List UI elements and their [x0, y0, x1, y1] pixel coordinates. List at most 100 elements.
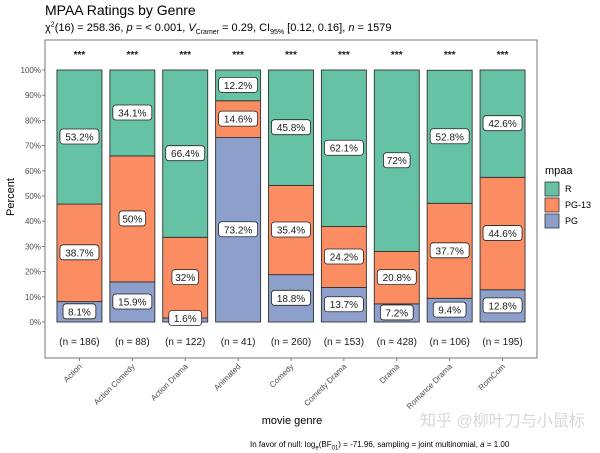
segment-label-text: 73.2% — [224, 225, 252, 236]
segment-label: 12.8% — [482, 297, 523, 314]
count-label: (n = 88) — [115, 337, 150, 348]
segment-label: 14.6% — [218, 110, 259, 127]
count-label: (n = 153) — [324, 337, 364, 348]
y-tick-label: 40% — [25, 217, 41, 226]
segment-label-box — [429, 242, 470, 259]
segment-label-text: 1.6% — [174, 314, 197, 325]
segment-label: 45.8% — [271, 119, 311, 136]
segment-label: 8.1% — [62, 303, 97, 320]
segment-label: 24.2% — [323, 248, 364, 265]
y-tick-label: 10% — [25, 293, 41, 302]
n-symbol: n — [348, 22, 355, 34]
segment-label: 50% — [118, 210, 147, 227]
segment-label-text: 62.1% — [330, 144, 358, 155]
caption-log-sub: e — [315, 445, 319, 452]
segment-label: 37.7% — [429, 242, 470, 259]
segment-label-box — [323, 139, 364, 156]
caption-mid: (BF — [318, 440, 332, 449]
segment-label-text: 44.6% — [488, 229, 516, 240]
segment-label-box — [376, 269, 417, 286]
x-tick-label: Action Drama — [149, 362, 190, 403]
segment-label-text: 53.2% — [65, 133, 93, 144]
segment-label: 32% — [171, 269, 199, 286]
segment-label-box — [62, 303, 97, 320]
segment-label-text: 15.9% — [118, 297, 146, 308]
segment-label-box — [218, 110, 259, 127]
significance-label: *** — [338, 50, 350, 61]
n-value: = 1579 — [354, 22, 392, 34]
segment-label: 18.8% — [271, 289, 311, 306]
ci-value: [0.12, 0.16], — [284, 22, 349, 34]
segment-label-text: 35.4% — [277, 226, 305, 237]
chart-title: MPAA Ratings by Genre — [45, 2, 196, 18]
segment-label: 1.6% — [168, 310, 203, 326]
caption-a-symbol: a — [480, 440, 485, 449]
y-tick-label: 100% — [21, 66, 41, 75]
count-label: (n = 428) — [377, 337, 417, 348]
segment-label: 13.7% — [323, 296, 364, 313]
segment-label-text: 32% — [175, 273, 195, 284]
x-tick-label: Comedy Drama — [302, 362, 348, 408]
segment-label-box — [168, 310, 203, 326]
segment-label: 72% — [383, 152, 411, 169]
segment-label-text: 20.8% — [383, 273, 411, 284]
segment-label: 66.4% — [165, 145, 206, 162]
p-symbol: p — [126, 22, 133, 34]
segment-label-box — [59, 128, 100, 145]
segment-label-text: 13.7% — [330, 300, 358, 311]
x-tick-label: Action Comedy — [92, 362, 137, 407]
y-tick-label: 80% — [25, 116, 41, 125]
chi-stat: (16) = 258.36, — [54, 22, 127, 34]
segment-label-box — [171, 269, 199, 286]
legend-label: PG-13 — [565, 200, 591, 210]
segment-label-text: 38.7% — [65, 248, 93, 259]
x-tick-label: Drama — [378, 362, 402, 386]
segment-label-box — [271, 289, 311, 306]
x-tick-label: Comedy — [268, 362, 295, 389]
segment-label: 20.8% — [376, 269, 417, 286]
significance-label: *** — [391, 50, 403, 61]
segment-label-box — [383, 152, 411, 169]
segment-label-box — [323, 248, 364, 265]
significance-label: *** — [497, 50, 509, 61]
legend-swatch-r — [544, 181, 560, 197]
segment-label-text: 24.2% — [330, 252, 358, 263]
x-tick-label: Action — [62, 362, 84, 384]
count-label: (n = 106) — [430, 337, 470, 348]
segment-label-text: 14.6% — [224, 115, 252, 126]
chi-superscript: 2 — [50, 21, 55, 29]
y-tick-label: 0% — [29, 318, 41, 327]
segment-label: 34.1% — [112, 104, 153, 121]
segment-label-box — [165, 145, 206, 162]
significance-label: *** — [232, 50, 244, 61]
count-label: (n = 260) — [271, 337, 311, 348]
count-label: (n = 41) — [221, 337, 256, 348]
legend-label: R — [565, 184, 572, 194]
x-tick-label: RomCom — [477, 362, 507, 392]
segment-label-box — [379, 304, 414, 321]
segment-label-box — [112, 293, 153, 310]
segment-label-box — [432, 301, 467, 318]
segment-label-box — [429, 128, 470, 145]
caption-bf-sub: 01 — [331, 445, 339, 452]
x-axis: Action Action Comedy Action Drama Animated C… — [62, 358, 507, 411]
segment-label-text: 42.6% — [488, 119, 516, 130]
chart-subtitle: χ2(16) = 258.36, p = < 0.001, VCramer = … — [45, 21, 392, 36]
legend-swatch-pg — [544, 213, 560, 229]
segment-label-text: 34.1% — [118, 108, 146, 119]
segment-label: 62.1% — [323, 139, 364, 156]
count-label: (n = 195) — [482, 337, 522, 348]
significance-label: *** — [444, 50, 456, 61]
segment-label-text: 12.8% — [488, 301, 516, 312]
legend-label: PG — [565, 216, 578, 226]
significance-label: *** — [179, 50, 191, 61]
legend: mpaa R PG-13 PG — [544, 165, 591, 229]
segment-label-box — [59, 244, 100, 261]
segment-label-box — [112, 104, 153, 121]
segment-label-text: 7.2% — [385, 308, 408, 319]
segment-label: 9.4% — [432, 301, 467, 318]
chi-symbol: χ — [45, 22, 51, 34]
y-tick-label: 90% — [25, 91, 41, 100]
segment-label: 35.4% — [271, 221, 311, 238]
y-tick-label: 30% — [25, 242, 41, 251]
